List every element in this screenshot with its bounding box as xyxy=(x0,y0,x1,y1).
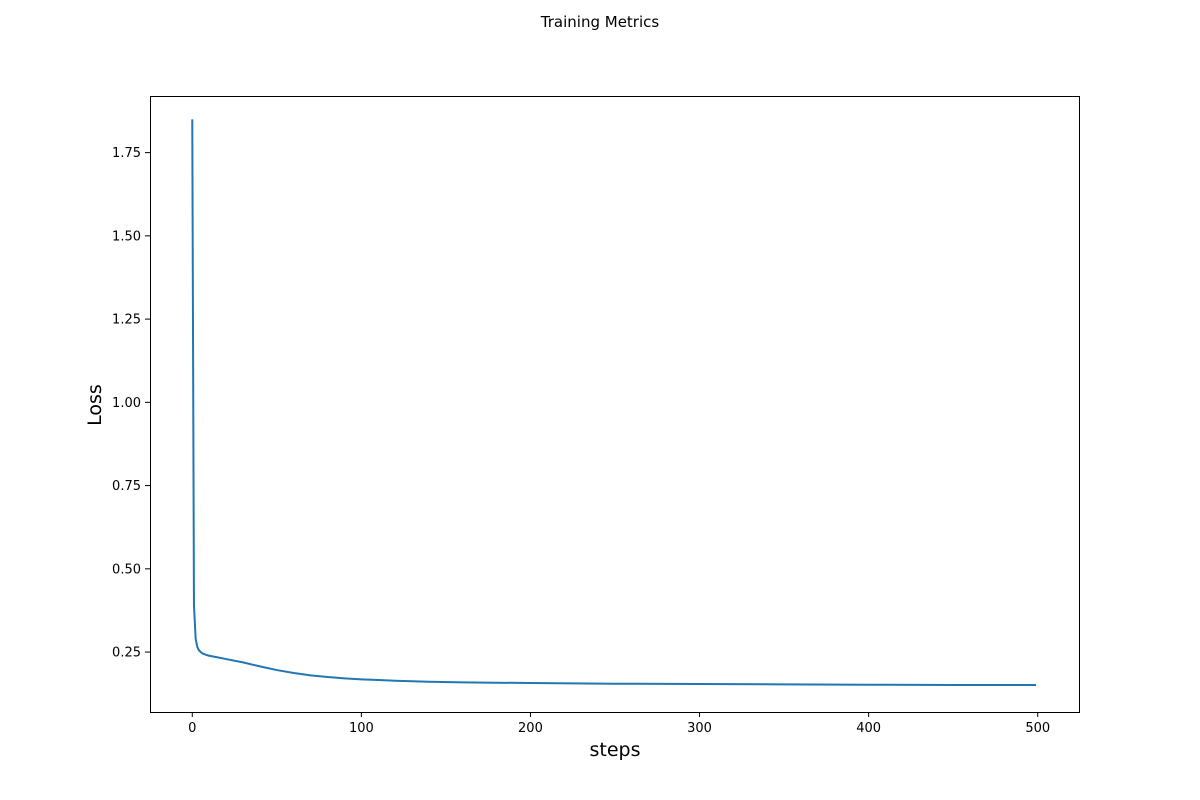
y-tick-label: 1.75 xyxy=(112,146,141,161)
series-layer xyxy=(191,119,1037,687)
y-tick-label: 0.75 xyxy=(112,479,141,494)
y-tick-label: 1.00 xyxy=(112,396,141,411)
loss-series-line xyxy=(191,119,1037,687)
x-tick-label: 100 xyxy=(349,721,374,736)
y-tick-label: 0.25 xyxy=(112,646,141,661)
x-axis-label: steps xyxy=(590,739,641,761)
plot-area-frame xyxy=(150,96,1080,713)
y-axis-label: Loss xyxy=(84,384,106,426)
x-tick-label: 300 xyxy=(687,721,712,736)
x-tick-label: 400 xyxy=(856,721,881,736)
y-tick-label: 0.50 xyxy=(112,562,141,577)
x-tick-label: 0 xyxy=(188,721,196,736)
x-tick-label: 200 xyxy=(518,721,543,736)
chart-title: Training Metrics xyxy=(540,13,660,31)
x-tick-label: 500 xyxy=(1025,721,1050,736)
x-axis-ticks: 0 100 200 300 400 500 xyxy=(188,712,1050,736)
y-axis-ticks: 0.25 0.50 0.75 1.00 1.25 1.50 1.75 xyxy=(112,146,150,661)
y-tick-label: 1.50 xyxy=(112,229,141,244)
y-tick-label: 1.25 xyxy=(112,313,141,328)
